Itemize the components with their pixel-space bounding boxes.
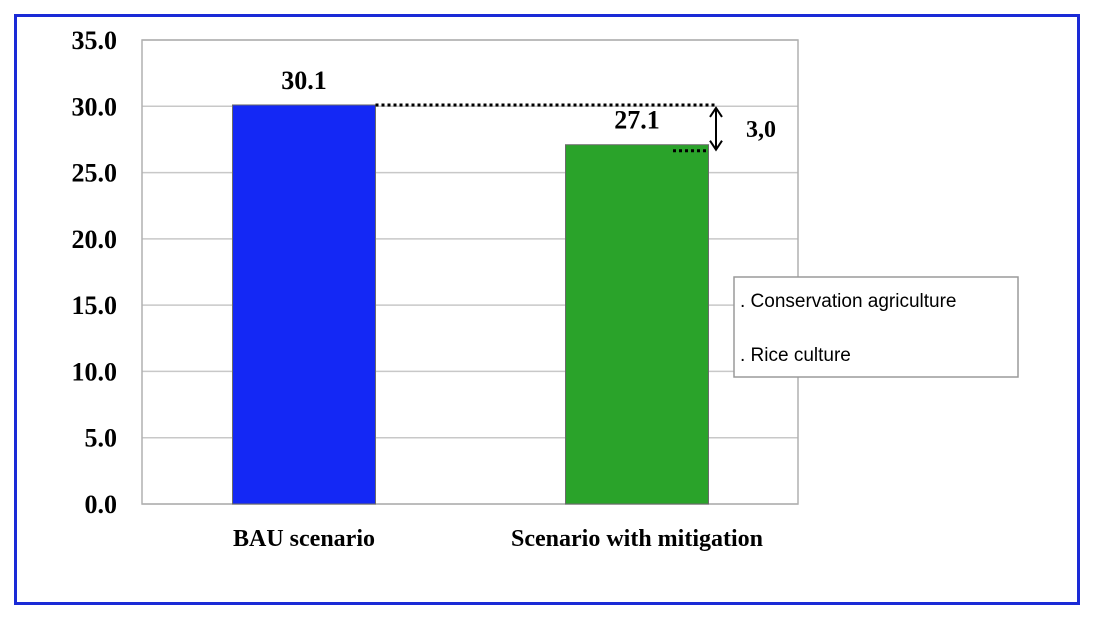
data-labels: 30.1 27.1 bbox=[281, 66, 660, 135]
y-tick-label: 20.0 bbox=[72, 225, 118, 254]
difference-label: 3,0 bbox=[746, 117, 776, 143]
y-tick-label: 25.0 bbox=[72, 159, 118, 188]
note-conservation-agriculture: . Conservation agriculture bbox=[740, 291, 957, 312]
chart-frame bbox=[14, 14, 1080, 605]
x-category-label: Scenario with mitigation bbox=[511, 526, 763, 552]
y-tick-label: 30.0 bbox=[72, 92, 118, 121]
bar-bau bbox=[232, 104, 376, 505]
arrowhead-down bbox=[709, 140, 723, 152]
plot-area bbox=[141, 39, 799, 505]
y-tick-label: 15.0 bbox=[72, 291, 118, 320]
bar-mitigation bbox=[565, 144, 709, 505]
notes-box: . Conservation agriculture . Rice cultur… bbox=[733, 276, 1019, 378]
y-tick-label: 35.0 bbox=[72, 26, 118, 55]
data-label: 30.1 bbox=[281, 66, 327, 95]
bars bbox=[232, 104, 709, 505]
arrowhead-up bbox=[709, 106, 723, 118]
y-axis: 0.0 5.0 10.0 15.0 20.0 25.0 30.0 35.0 bbox=[72, 26, 118, 519]
x-category-label: BAU scenario bbox=[233, 526, 375, 552]
note-rice-culture: . Rice culture bbox=[740, 345, 851, 366]
x-axis: BAU scenario Scenario with mitigation bbox=[233, 526, 763, 552]
y-tick-label: 0.0 bbox=[85, 490, 118, 519]
difference-annotation bbox=[375, 103, 723, 153]
y-tick-label: 10.0 bbox=[72, 357, 118, 386]
y-tick-label: 5.0 bbox=[85, 424, 118, 453]
data-label: 27.1 bbox=[614, 106, 660, 135]
